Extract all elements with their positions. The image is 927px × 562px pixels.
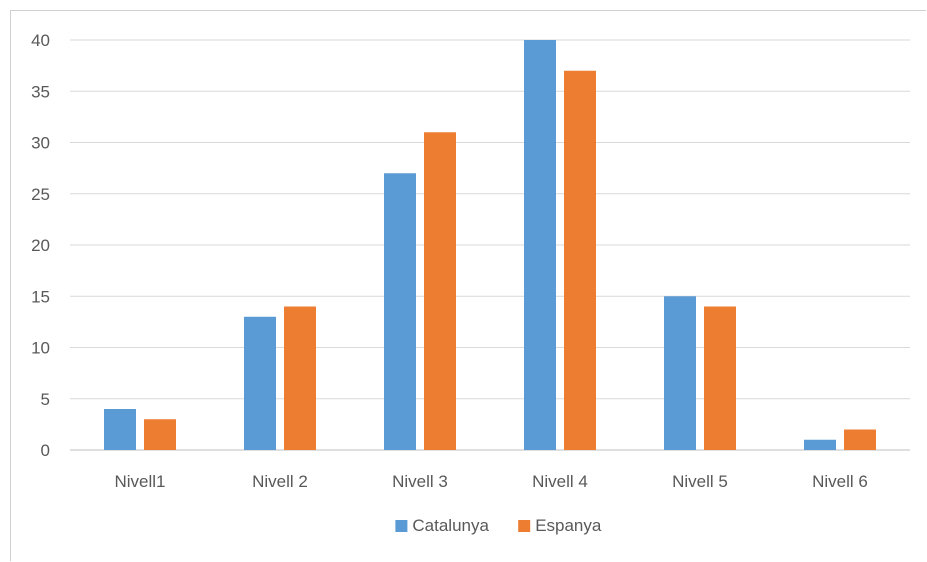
x-axis-ticks: Nivell1 Nivell 2 Nivell 3 Nivell 4 Nivell 5 N…: [114, 472, 867, 491]
bar-catalunya-4: [524, 40, 556, 450]
bar-catalunya-1: [104, 409, 136, 450]
y-tick-label: 30: [31, 134, 50, 153]
bar-catalunya-5: [664, 296, 696, 450]
x-tick-label: Nivell 6: [812, 472, 868, 491]
legend-label-espanya: Espanya: [535, 516, 602, 535]
y-tick-label: 20: [31, 236, 50, 255]
x-tick-label: Nivell 4: [532, 472, 588, 491]
y-tick-label: 5: [41, 390, 50, 409]
bar-espanya-2: [284, 306, 316, 450]
bar-catalunya-3: [384, 173, 416, 450]
y-tick-label: 35: [31, 82, 50, 101]
gridlines: [70, 39, 910, 451]
bar-espanya-6: [844, 429, 876, 450]
bar-espanya-1: [144, 419, 176, 450]
bar-espanya-5: [704, 306, 736, 450]
legend-label-catalunya: Catalunya: [412, 516, 489, 535]
bar-espanya-3: [424, 132, 456, 450]
bar-catalunya-2: [244, 316, 276, 450]
x-tick-label: Nivell 2: [252, 472, 308, 491]
legend-swatch-catalunya: [395, 520, 408, 532]
y-tick-label: 40: [31, 31, 50, 50]
y-tick-label: 15: [31, 287, 50, 306]
x-tick-label: Nivell 5: [672, 472, 728, 491]
y-tick-label: 10: [31, 339, 50, 358]
legend: Catalunya Espanya: [395, 516, 602, 535]
chart-frame: [10, 10, 926, 561]
y-axis-ticks: 0 5 10 15 20 25 30 35 40: [31, 31, 50, 460]
x-tick-label: Nivell1: [114, 472, 165, 491]
legend-swatch-espanya: [518, 520, 531, 532]
y-tick-label: 25: [31, 185, 50, 204]
bar-catalunya-6: [804, 439, 836, 450]
bars: [104, 40, 876, 450]
x-tick-label: Nivell 3: [392, 472, 448, 491]
y-tick-label: 0: [41, 441, 50, 460]
bar-espanya-4: [564, 70, 596, 450]
